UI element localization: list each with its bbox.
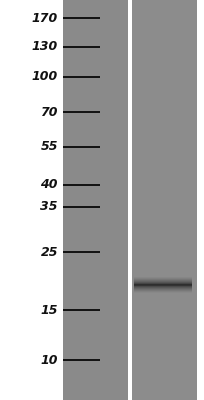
Text: 10: 10: [41, 354, 58, 366]
Text: 100: 100: [32, 70, 58, 84]
Text: 70: 70: [41, 106, 58, 118]
Text: 130: 130: [32, 40, 58, 54]
Text: 25: 25: [41, 246, 58, 258]
Text: 170: 170: [32, 12, 58, 24]
Text: 40: 40: [41, 178, 58, 192]
Text: 35: 35: [41, 200, 58, 214]
Bar: [197, 0, 204, 400]
Bar: [128, 0, 132, 400]
Text: 55: 55: [41, 140, 58, 154]
Text: 15: 15: [41, 304, 58, 316]
